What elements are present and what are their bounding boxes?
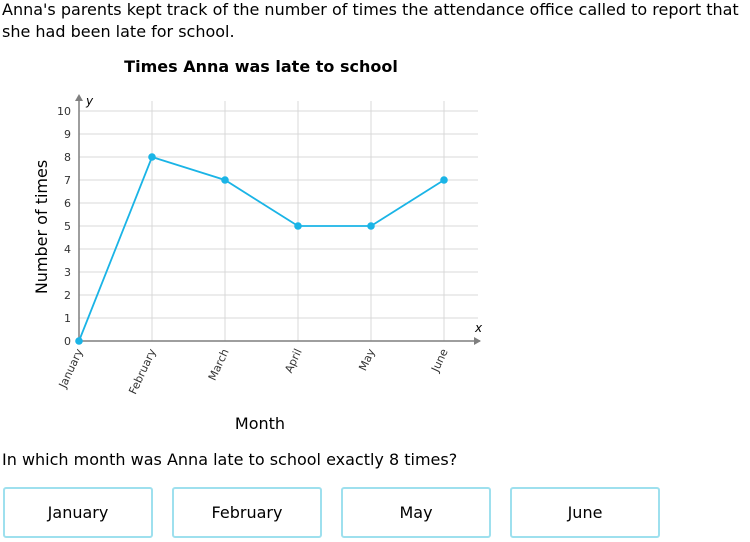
point-may bbox=[367, 222, 375, 230]
y-axis-variable: y bbox=[85, 94, 94, 108]
choice-february[interactable]: February bbox=[172, 487, 322, 538]
y-axis-label: Number of times bbox=[32, 160, 51, 294]
y-tick-9: 9 bbox=[64, 128, 71, 141]
intro-text: Anna's parents kept track of the number … bbox=[2, 0, 739, 41]
choice-january[interactable]: January bbox=[3, 487, 153, 538]
choice-may[interactable]: May bbox=[341, 487, 491, 538]
y-tick-8: 8 bbox=[64, 151, 71, 164]
line-chart: Times Anna was late to school 0 1 2 3 4 5 6 7 8 9… bbox=[32, 57, 483, 433]
series-line bbox=[78, 155, 445, 342]
x-axis-variable: x bbox=[474, 321, 483, 335]
y-tick-0: 0 bbox=[64, 335, 71, 348]
chart-title: Times Anna was late to school bbox=[124, 57, 398, 76]
x-tick-april: April bbox=[282, 347, 304, 375]
x-axis-label: Month bbox=[235, 414, 285, 433]
y-tick-3: 3 bbox=[64, 266, 71, 279]
y-tick-6: 6 bbox=[64, 197, 71, 210]
point-june bbox=[440, 176, 448, 184]
y-tick-5: 5 bbox=[64, 220, 71, 233]
axes bbox=[75, 94, 481, 345]
point-february bbox=[148, 153, 156, 161]
point-march bbox=[221, 176, 229, 184]
point-april bbox=[294, 222, 302, 230]
y-axis-arrow bbox=[75, 94, 83, 101]
x-tick-january: January bbox=[56, 346, 86, 391]
y-tick-2: 2 bbox=[64, 289, 71, 302]
y-tick-1: 1 bbox=[64, 312, 71, 325]
choice-june[interactable]: June bbox=[510, 487, 660, 538]
x-tick-may: May bbox=[356, 346, 378, 373]
y-tick-labels: 0 1 2 3 4 5 6 7 8 9 10 bbox=[57, 105, 71, 348]
x-tick-june: June bbox=[428, 347, 450, 375]
grid bbox=[79, 101, 478, 341]
question-text: In which month was Anna late to school e… bbox=[2, 450, 458, 469]
y-tick-10: 10 bbox=[57, 105, 71, 118]
y-tick-7: 7 bbox=[64, 174, 71, 187]
x-tick-march: March bbox=[206, 347, 232, 383]
series-path bbox=[78, 155, 445, 342]
x-axis-arrow bbox=[474, 337, 481, 345]
y-tick-4: 4 bbox=[64, 243, 71, 256]
x-tick-labels: January February March April May June bbox=[56, 346, 451, 396]
point-january bbox=[75, 337, 83, 345]
data-points bbox=[75, 153, 448, 345]
x-tick-february: February bbox=[126, 346, 159, 396]
